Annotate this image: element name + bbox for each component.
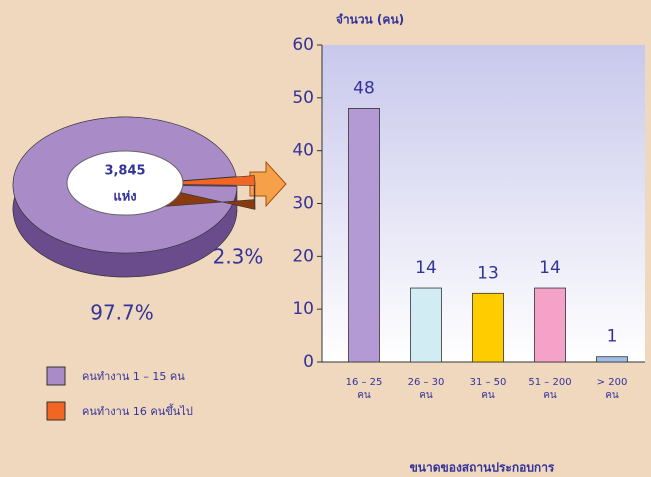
data-label: 13 xyxy=(477,263,499,283)
y-axis-label: จำนวน (คน) xyxy=(336,13,404,27)
x-tick-label: คน xyxy=(357,390,371,401)
x-tick-label: คน xyxy=(481,390,495,401)
legend-label: คนทำงาน 16 คนขึ้นไป xyxy=(82,403,193,418)
bar xyxy=(534,287,566,363)
center-label-bg xyxy=(66,150,184,216)
data-label: 14 xyxy=(415,258,437,278)
data-label: 48 xyxy=(353,78,375,98)
x-tick-label: 31 – 50 xyxy=(470,377,507,388)
y-tick-label: 50 xyxy=(292,88,314,108)
arrow xyxy=(249,160,287,208)
x-tick-label: คน xyxy=(419,390,433,401)
y-tick-label: 10 xyxy=(292,299,314,319)
data-label: 1 xyxy=(607,327,618,347)
legend-swatch xyxy=(46,401,66,421)
x-tick-label: > 200 xyxy=(597,377,628,388)
center-label: 3,845 xyxy=(104,164,145,179)
x-tick-label: 16 – 25 xyxy=(346,377,383,388)
data-label: 2.3% xyxy=(213,245,264,269)
y-tick-label: 0 xyxy=(303,352,314,372)
bar xyxy=(348,108,380,363)
x-tick-label: 51 – 200 xyxy=(528,377,571,388)
x-axis-label: ขนาดของสถานประกอบการ xyxy=(410,461,555,475)
y-tick-label: 40 xyxy=(292,141,314,161)
legend-swatch xyxy=(46,366,66,386)
y-tick-label: 30 xyxy=(292,194,314,214)
data-label: 97.7% xyxy=(90,301,154,325)
bar xyxy=(410,287,442,363)
data-label: 14 xyxy=(539,258,561,278)
x-tick-label: คน xyxy=(543,390,557,401)
bar xyxy=(596,356,628,363)
x-tick-label: คน xyxy=(605,390,619,401)
y-tick-label: 20 xyxy=(292,246,314,266)
legend-label: คนทำงาน 1 – 15 คน xyxy=(82,370,185,383)
center-label: แห่ง xyxy=(113,190,136,205)
bar xyxy=(472,292,504,363)
x-tick-label: 26 – 30 xyxy=(408,377,445,388)
y-tick-label: 60 xyxy=(292,35,314,55)
